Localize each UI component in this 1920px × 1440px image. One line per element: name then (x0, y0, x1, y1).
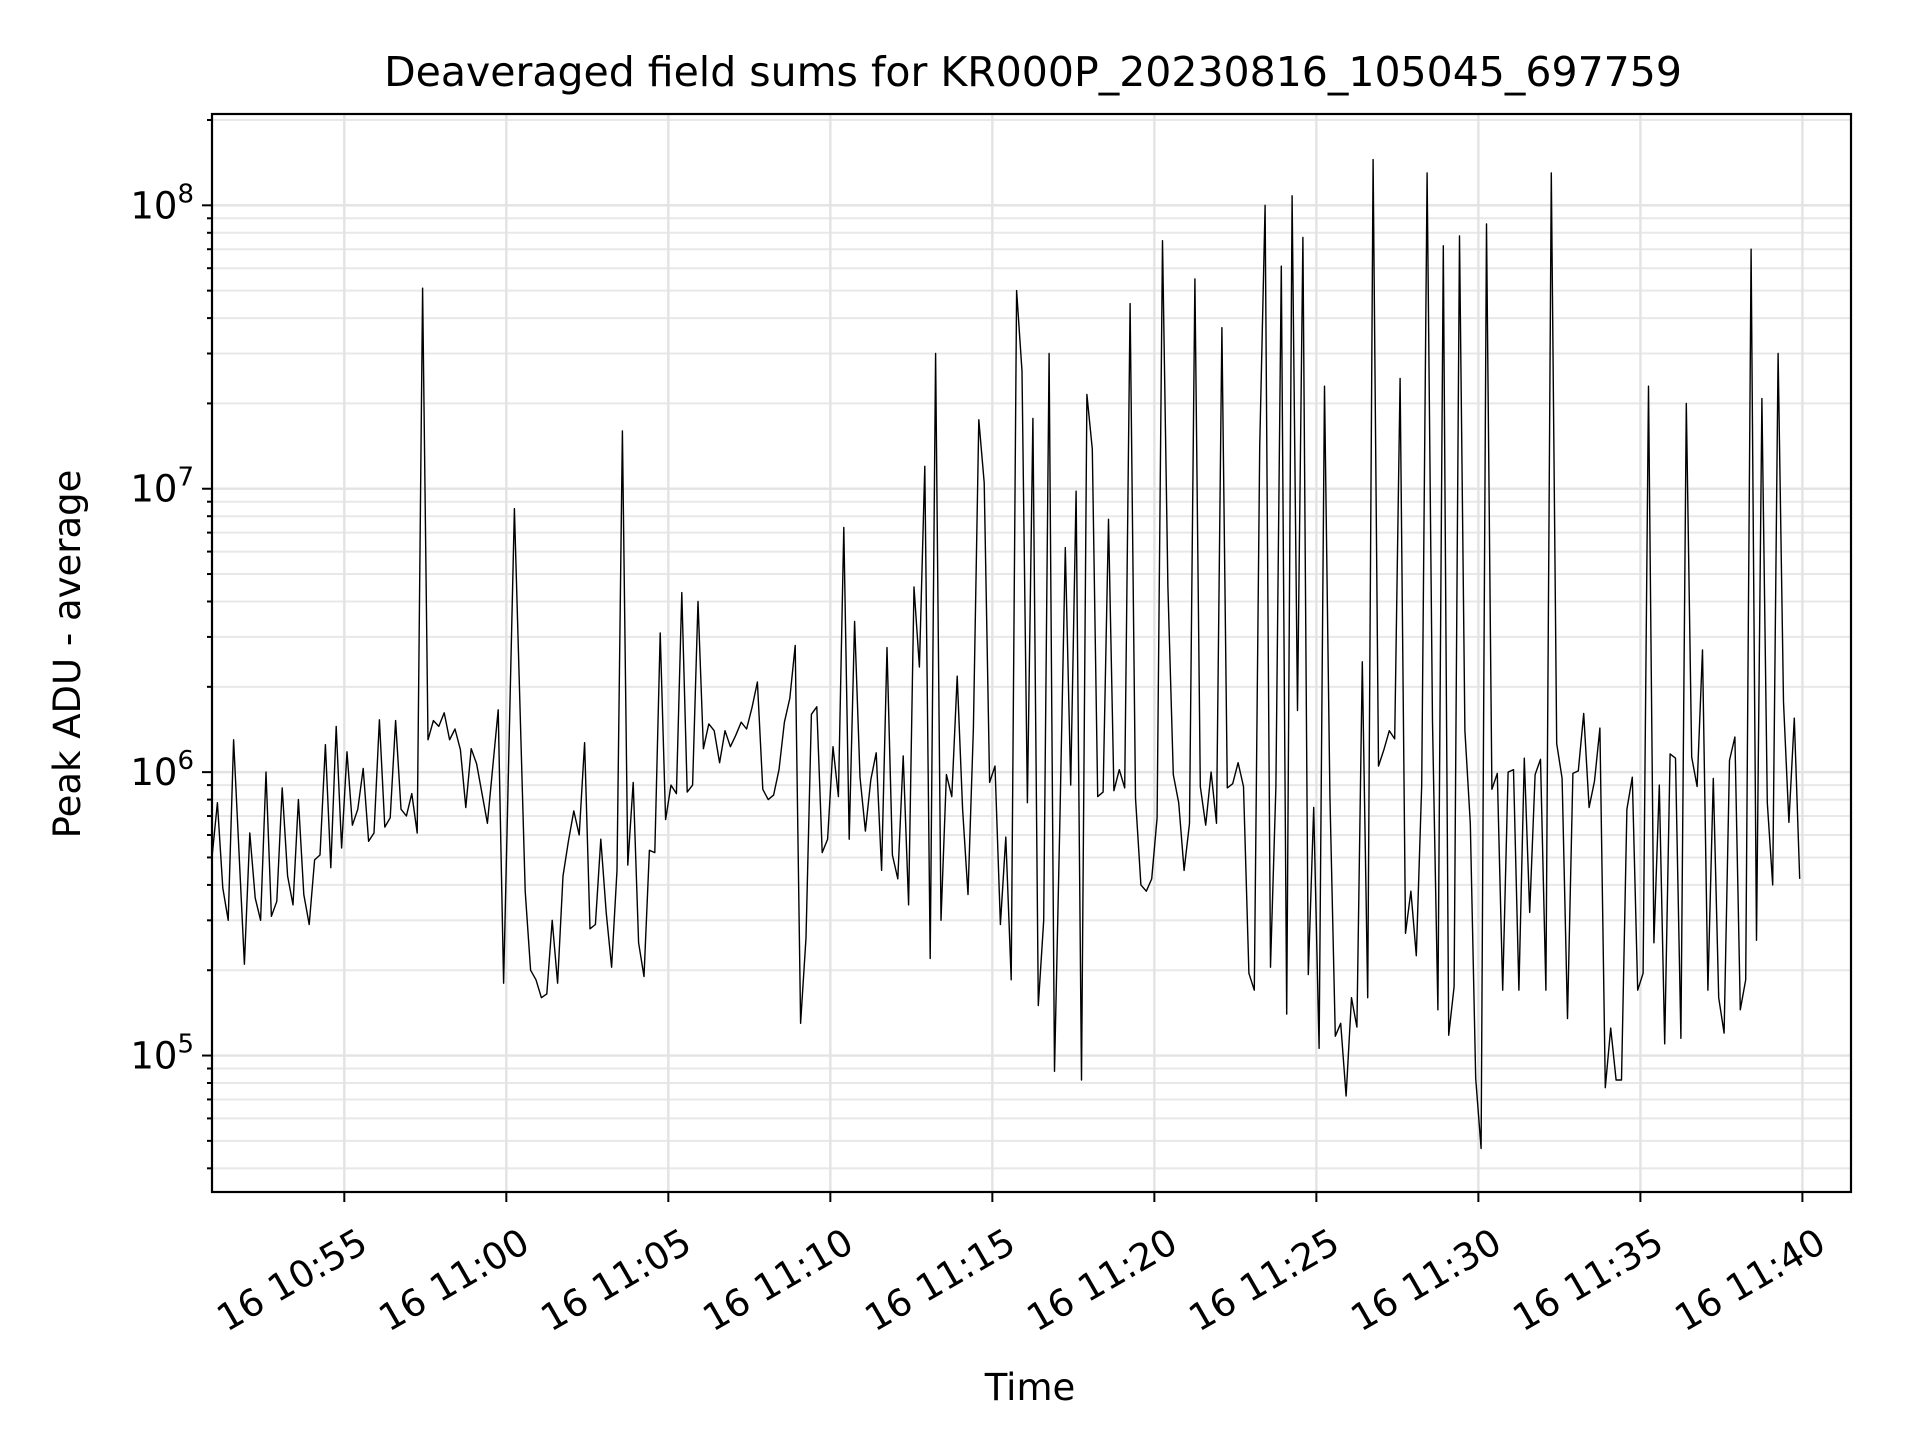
x-tick-label: 16 11:20 (1020, 1220, 1185, 1340)
chart-title: Deaveraged field sums for KR000P_2023081… (384, 48, 1682, 96)
x-tick-label: 16 11:10 (696, 1220, 861, 1340)
x-tick-label: 16 11:40 (1668, 1220, 1833, 1340)
x-tick-label: 16 11:25 (1182, 1220, 1347, 1340)
y-tick-label: 108 (130, 179, 194, 227)
series-line (211, 158, 1801, 1150)
grid (212, 114, 1851, 1192)
x-tick-label: 16 11:15 (858, 1220, 1023, 1340)
y-tick-label: 105 (130, 1030, 194, 1078)
y-tick-label: 106 (130, 746, 194, 794)
x-tick-label: 16 11:30 (1344, 1220, 1509, 1340)
x-tick-label: 16 11:35 (1506, 1220, 1671, 1340)
series-layer (211, 158, 1801, 1150)
y-tick-label: 107 (130, 463, 194, 511)
y-axis-label: Peak ADU - average (46, 470, 89, 839)
y-axis: 105 106 107 108 (130, 119, 212, 1170)
x-axis-label: Time (984, 1366, 1076, 1409)
x-tick-label: 16 11:05 (534, 1220, 699, 1340)
plot-frame (210, 112, 1853, 1194)
x-tick-label: 16 10:55 (210, 1220, 375, 1340)
x-tick-label: 16 11:00 (372, 1220, 537, 1340)
